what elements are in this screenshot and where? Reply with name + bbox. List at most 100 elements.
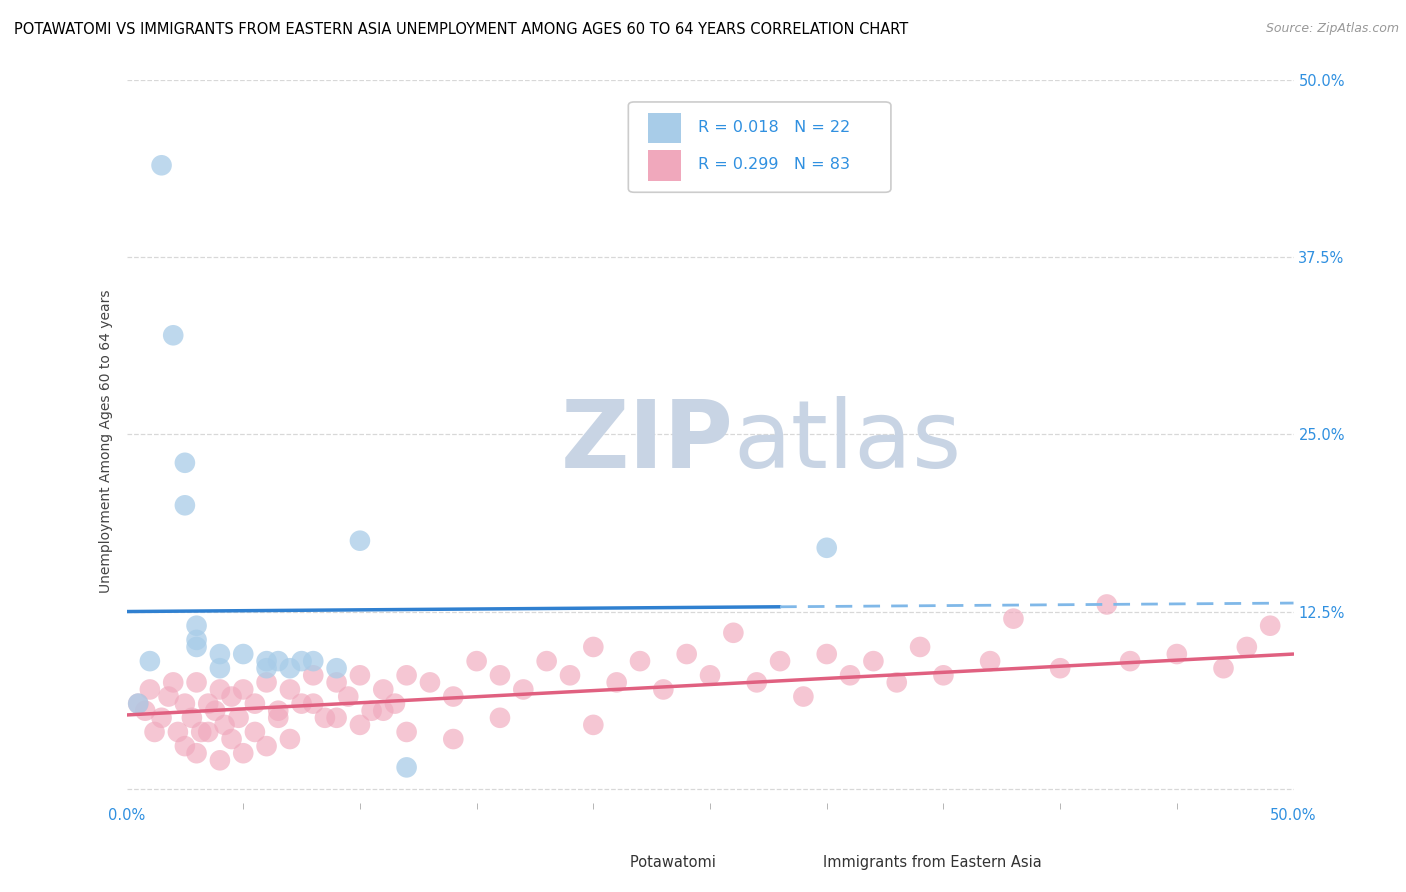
Point [186, 640, 208, 654]
Point [162, 328, 184, 343]
Point [228, 711, 250, 725]
Bar [579, 847, 605, 873]
Point [256, 675, 278, 690]
Point [190, 725, 212, 739]
Point [815, 541, 838, 555]
Point [325, 661, 347, 675]
Point [628, 654, 651, 668]
Point [839, 668, 862, 682]
Bar [772, 847, 797, 873]
Point [606, 675, 628, 690]
Point [582, 640, 605, 654]
Point [815, 647, 838, 661]
Text: R = 0.299   N = 83: R = 0.299 N = 83 [699, 157, 851, 172]
Y-axis label: Unemployment Among Ages 60 to 64 years: Unemployment Among Ages 60 to 64 years [100, 290, 114, 593]
Text: POTAWATOMI VS IMMIGRANTS FROM EASTERN ASIA UNEMPLOYMENT AMONG AGES 60 TO 64 YEAR: POTAWATOMI VS IMMIGRANTS FROM EASTERN AS… [14, 22, 908, 37]
Point [174, 456, 197, 470]
Point [204, 704, 226, 718]
Point [186, 632, 208, 647]
Point [395, 725, 418, 739]
Point [127, 697, 149, 711]
Point [419, 675, 441, 690]
Point [979, 654, 1001, 668]
Point [314, 711, 336, 725]
Point [395, 760, 418, 774]
Point [167, 725, 190, 739]
Point [325, 711, 347, 725]
Point [558, 668, 581, 682]
Point [197, 697, 219, 711]
Point [1258, 618, 1281, 632]
Point [150, 711, 173, 725]
Point [349, 668, 371, 682]
Point [127, 697, 149, 711]
Point [139, 682, 162, 697]
Point [180, 711, 202, 725]
Point [349, 533, 371, 548]
Point [232, 647, 254, 661]
Point [699, 668, 721, 682]
Point [302, 668, 325, 682]
Point [886, 675, 908, 690]
Point [186, 675, 208, 690]
Text: Immigrants from Eastern Asia: Immigrants from Eastern Asia [786, 855, 1042, 870]
Point [278, 682, 301, 697]
Point [723, 625, 745, 640]
Point [208, 682, 231, 697]
Text: atlas: atlas [734, 395, 962, 488]
Point [162, 675, 184, 690]
Point [1002, 612, 1025, 626]
Point [302, 654, 325, 668]
Point [745, 675, 768, 690]
Point [792, 690, 814, 704]
FancyBboxPatch shape [628, 102, 891, 193]
Point [582, 718, 605, 732]
Point [395, 668, 418, 682]
Point [186, 618, 208, 632]
Point [536, 654, 558, 668]
Point [1095, 598, 1118, 612]
Text: Potawatomi: Potawatomi [593, 855, 716, 870]
Point [232, 682, 254, 697]
Point [267, 704, 290, 718]
Point [932, 668, 955, 682]
Point [489, 668, 512, 682]
Point [1212, 661, 1234, 675]
Point [441, 690, 464, 704]
Point [384, 697, 406, 711]
Point [360, 704, 382, 718]
Point [221, 690, 243, 704]
Point [174, 739, 197, 753]
Point [489, 711, 512, 725]
Point [267, 711, 290, 725]
Point [278, 661, 301, 675]
Point [186, 746, 208, 760]
Point [1119, 654, 1142, 668]
Point [862, 654, 884, 668]
Point [349, 718, 371, 732]
Point [256, 654, 278, 668]
Point [908, 640, 931, 654]
Text: R = 0.018   N = 22: R = 0.018 N = 22 [699, 120, 851, 135]
Point [652, 682, 675, 697]
Point [208, 753, 231, 767]
Text: ZIP: ZIP [561, 395, 734, 488]
Point [1049, 661, 1071, 675]
Point [512, 682, 534, 697]
Point [1236, 640, 1258, 654]
Point [150, 158, 173, 172]
Point [290, 654, 312, 668]
Point [243, 725, 266, 739]
Point [174, 498, 197, 512]
Text: Source: ZipAtlas.com: Source: ZipAtlas.com [1265, 22, 1399, 36]
Point [290, 697, 312, 711]
Bar [648, 112, 681, 143]
Point [174, 697, 197, 711]
Point [465, 654, 488, 668]
Point [278, 732, 301, 747]
Point [769, 654, 792, 668]
Point [214, 718, 236, 732]
Point [208, 647, 231, 661]
Point [221, 732, 243, 747]
Point [197, 725, 219, 739]
